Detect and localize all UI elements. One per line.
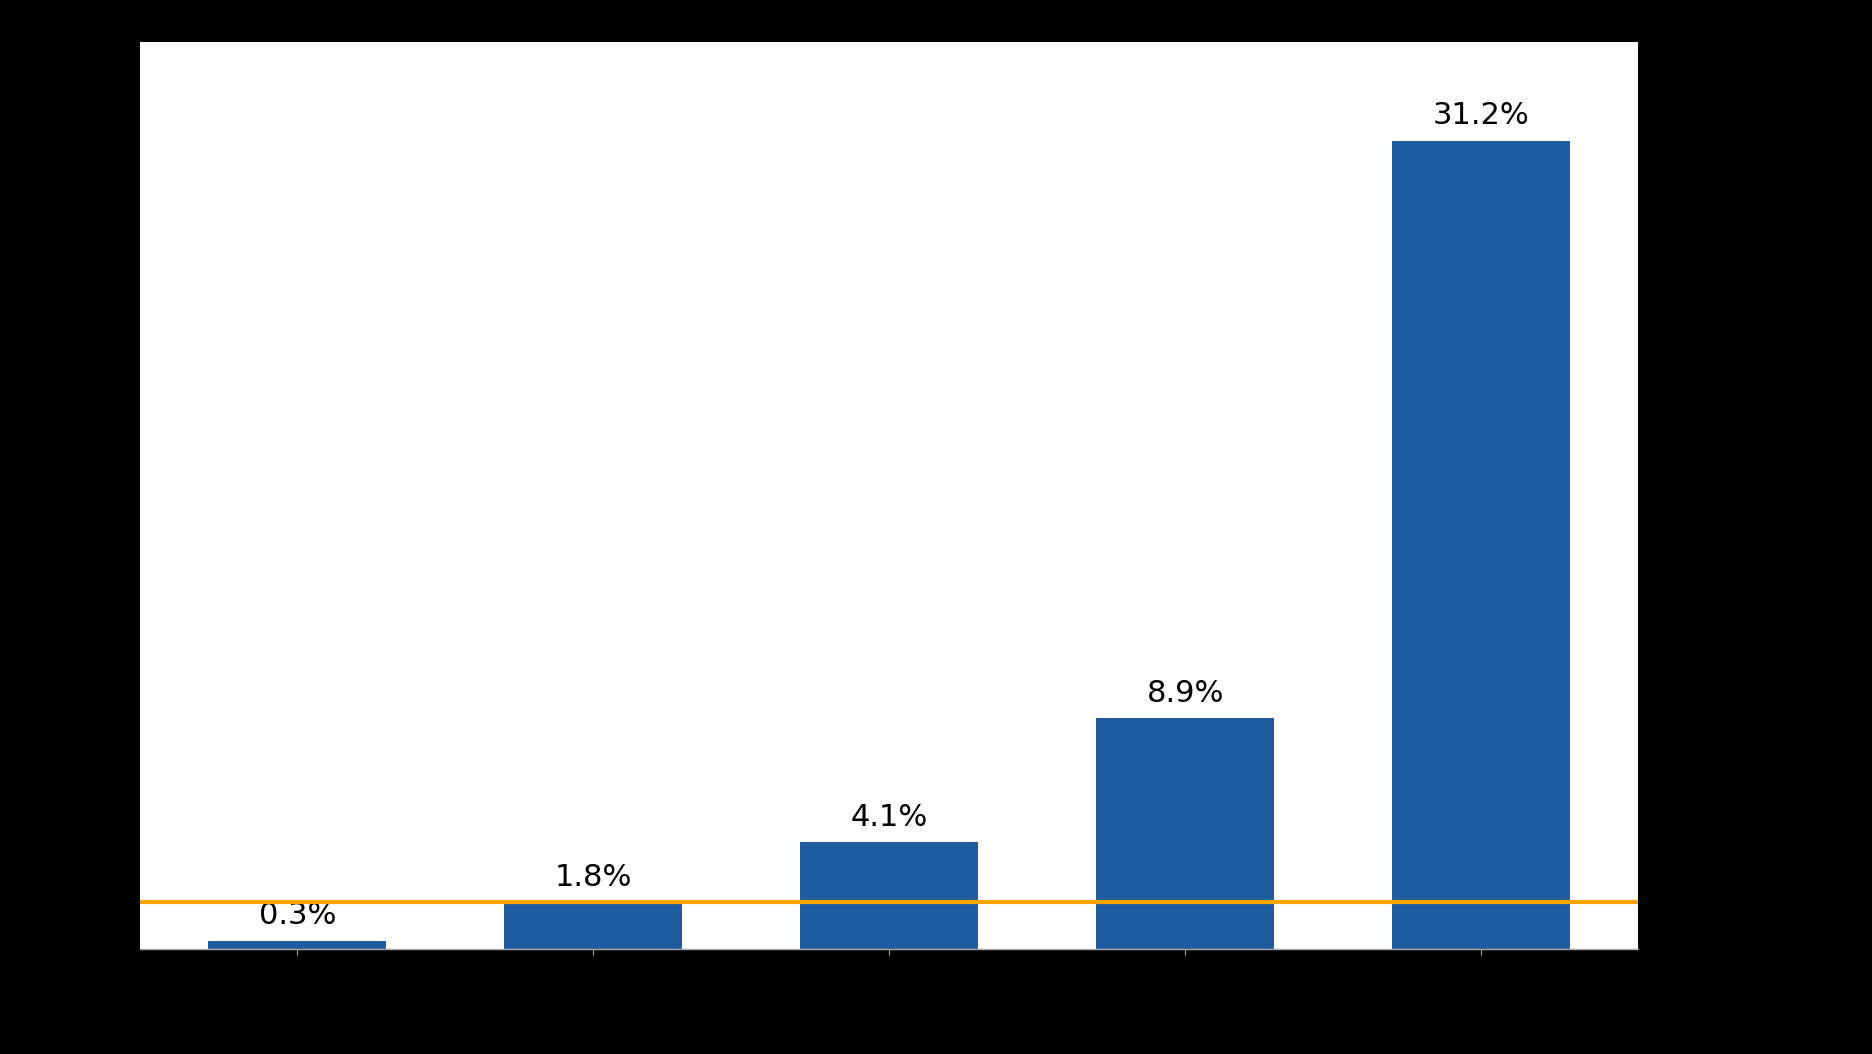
Bar <box>504 902 681 949</box>
Text: Ov: Ov <box>1645 887 1687 917</box>
Text: 0.3%: 0.3% <box>258 901 335 931</box>
Bar <box>1097 718 1275 949</box>
Text: 8.9%: 8.9% <box>1146 679 1224 707</box>
Text: 4.1%: 4.1% <box>850 803 929 832</box>
Text: 31.2%: 31.2% <box>1432 101 1529 131</box>
Text: 1.8%: 1.8% <box>554 862 633 892</box>
Bar <box>1393 140 1571 949</box>
Bar <box>801 842 977 949</box>
Bar <box>208 941 386 949</box>
